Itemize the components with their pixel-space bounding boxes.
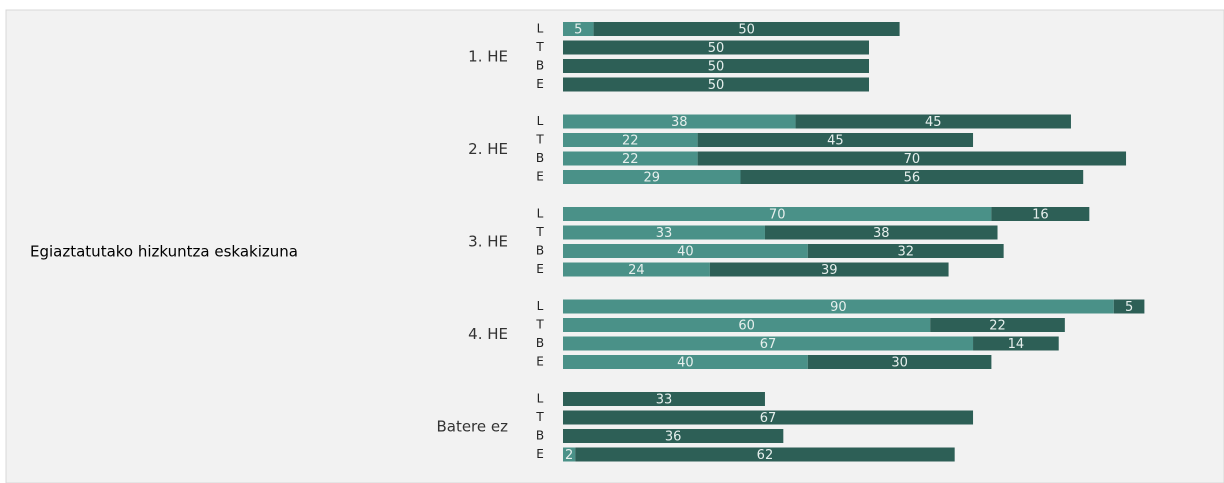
group-label: 3. HE (468, 232, 508, 250)
bar-segment (563, 355, 808, 369)
category-label: L (537, 114, 544, 128)
data-label: 33 (656, 393, 673, 408)
category-label: B (536, 429, 544, 443)
bar-segment (593, 22, 900, 36)
bar-segment (575, 447, 955, 462)
bar-segment (807, 355, 992, 369)
data-label: 50 (708, 41, 725, 56)
category-label: B (536, 151, 544, 165)
data-label: 50 (738, 23, 755, 38)
data-label: 67 (760, 411, 777, 426)
data-label: 38 (671, 115, 688, 130)
bar-segment (1113, 299, 1145, 314)
bar-segment (563, 22, 594, 36)
category-label: E (536, 262, 544, 276)
data-label: 32 (897, 245, 914, 260)
category-label: B (536, 336, 544, 350)
group-label: Batere ez (436, 417, 508, 435)
bar-segment (563, 114, 796, 129)
data-label: 45 (827, 134, 844, 149)
bar-segment (563, 262, 710, 277)
bar-segment (563, 318, 931, 332)
bar-segment (563, 392, 765, 406)
data-label: 29 (643, 171, 660, 186)
bar-segment (563, 244, 808, 258)
category-label: E (536, 170, 544, 184)
bar-segment (563, 170, 741, 184)
data-label: 36 (665, 430, 682, 445)
bar-segment (563, 225, 765, 240)
bar-segment (563, 151, 698, 166)
category-label: B (536, 59, 544, 73)
category-label: E (536, 447, 544, 461)
data-label: 50 (708, 78, 725, 93)
bar-segment (807, 244, 1004, 258)
data-label: 5 (1125, 300, 1133, 315)
category-label: T (535, 133, 544, 147)
category-label: T (535, 410, 544, 424)
bar-segment (563, 59, 869, 73)
category-label: T (535, 40, 544, 54)
y-axis-title: Egiaztatutako hizkuntza eskakizuna (30, 243, 298, 261)
bar-segment (563, 429, 784, 443)
bar-segment (563, 336, 974, 351)
data-label: 70 (769, 208, 786, 223)
bar-segment (991, 207, 1090, 221)
bar-segment (795, 114, 1071, 129)
bar-segment (697, 151, 1127, 166)
data-label: 67 (760, 337, 777, 352)
data-label: 70 (904, 152, 921, 167)
category-label: L (537, 207, 544, 221)
bar-segment (764, 225, 998, 240)
bar-segment (563, 77, 869, 92)
data-label: 62 (757, 448, 774, 463)
category-label: L (537, 392, 544, 406)
category-label: B (536, 244, 544, 258)
data-label: 60 (738, 319, 755, 334)
bar-segment (709, 262, 949, 277)
bar-segment (563, 410, 974, 425)
data-label: 38 (873, 226, 890, 241)
group-label: 2. HE (468, 140, 508, 158)
group-label: 4. HE (468, 325, 508, 343)
bar-segment (563, 133, 698, 147)
data-label: 5 (574, 23, 582, 38)
data-label: 40 (677, 245, 694, 260)
bar-segment (930, 318, 1065, 332)
category-label: L (537, 22, 544, 36)
data-label: 22 (622, 152, 639, 167)
category-label: L (537, 299, 544, 313)
category-label: T (535, 225, 544, 239)
data-label: 39 (821, 263, 838, 278)
data-label: 30 (891, 356, 908, 371)
bar-segment (697, 133, 974, 147)
data-label: 33 (656, 226, 673, 241)
bar-segment (563, 299, 1114, 314)
data-label: 24 (628, 263, 645, 278)
group-label: 1. HE (468, 47, 508, 65)
data-label: 45 (925, 115, 942, 130)
bar-segment (740, 170, 1084, 184)
bar-segment (563, 447, 576, 462)
data-label: 40 (677, 356, 694, 371)
bar-segment (563, 40, 869, 55)
category-label: E (536, 355, 544, 369)
data-label: 90 (830, 300, 847, 315)
category-label: E (536, 77, 544, 91)
data-label: 2 (565, 448, 573, 463)
data-label: 22 (622, 134, 639, 149)
data-label: 56 (904, 171, 921, 186)
data-label: 22 (989, 319, 1006, 334)
category-label: T (535, 318, 544, 332)
bar-segment (563, 207, 992, 221)
data-label: 14 (1008, 337, 1025, 352)
data-label: 50 (708, 60, 725, 75)
data-label: 16 (1032, 208, 1049, 223)
bar-segment (973, 336, 1059, 351)
